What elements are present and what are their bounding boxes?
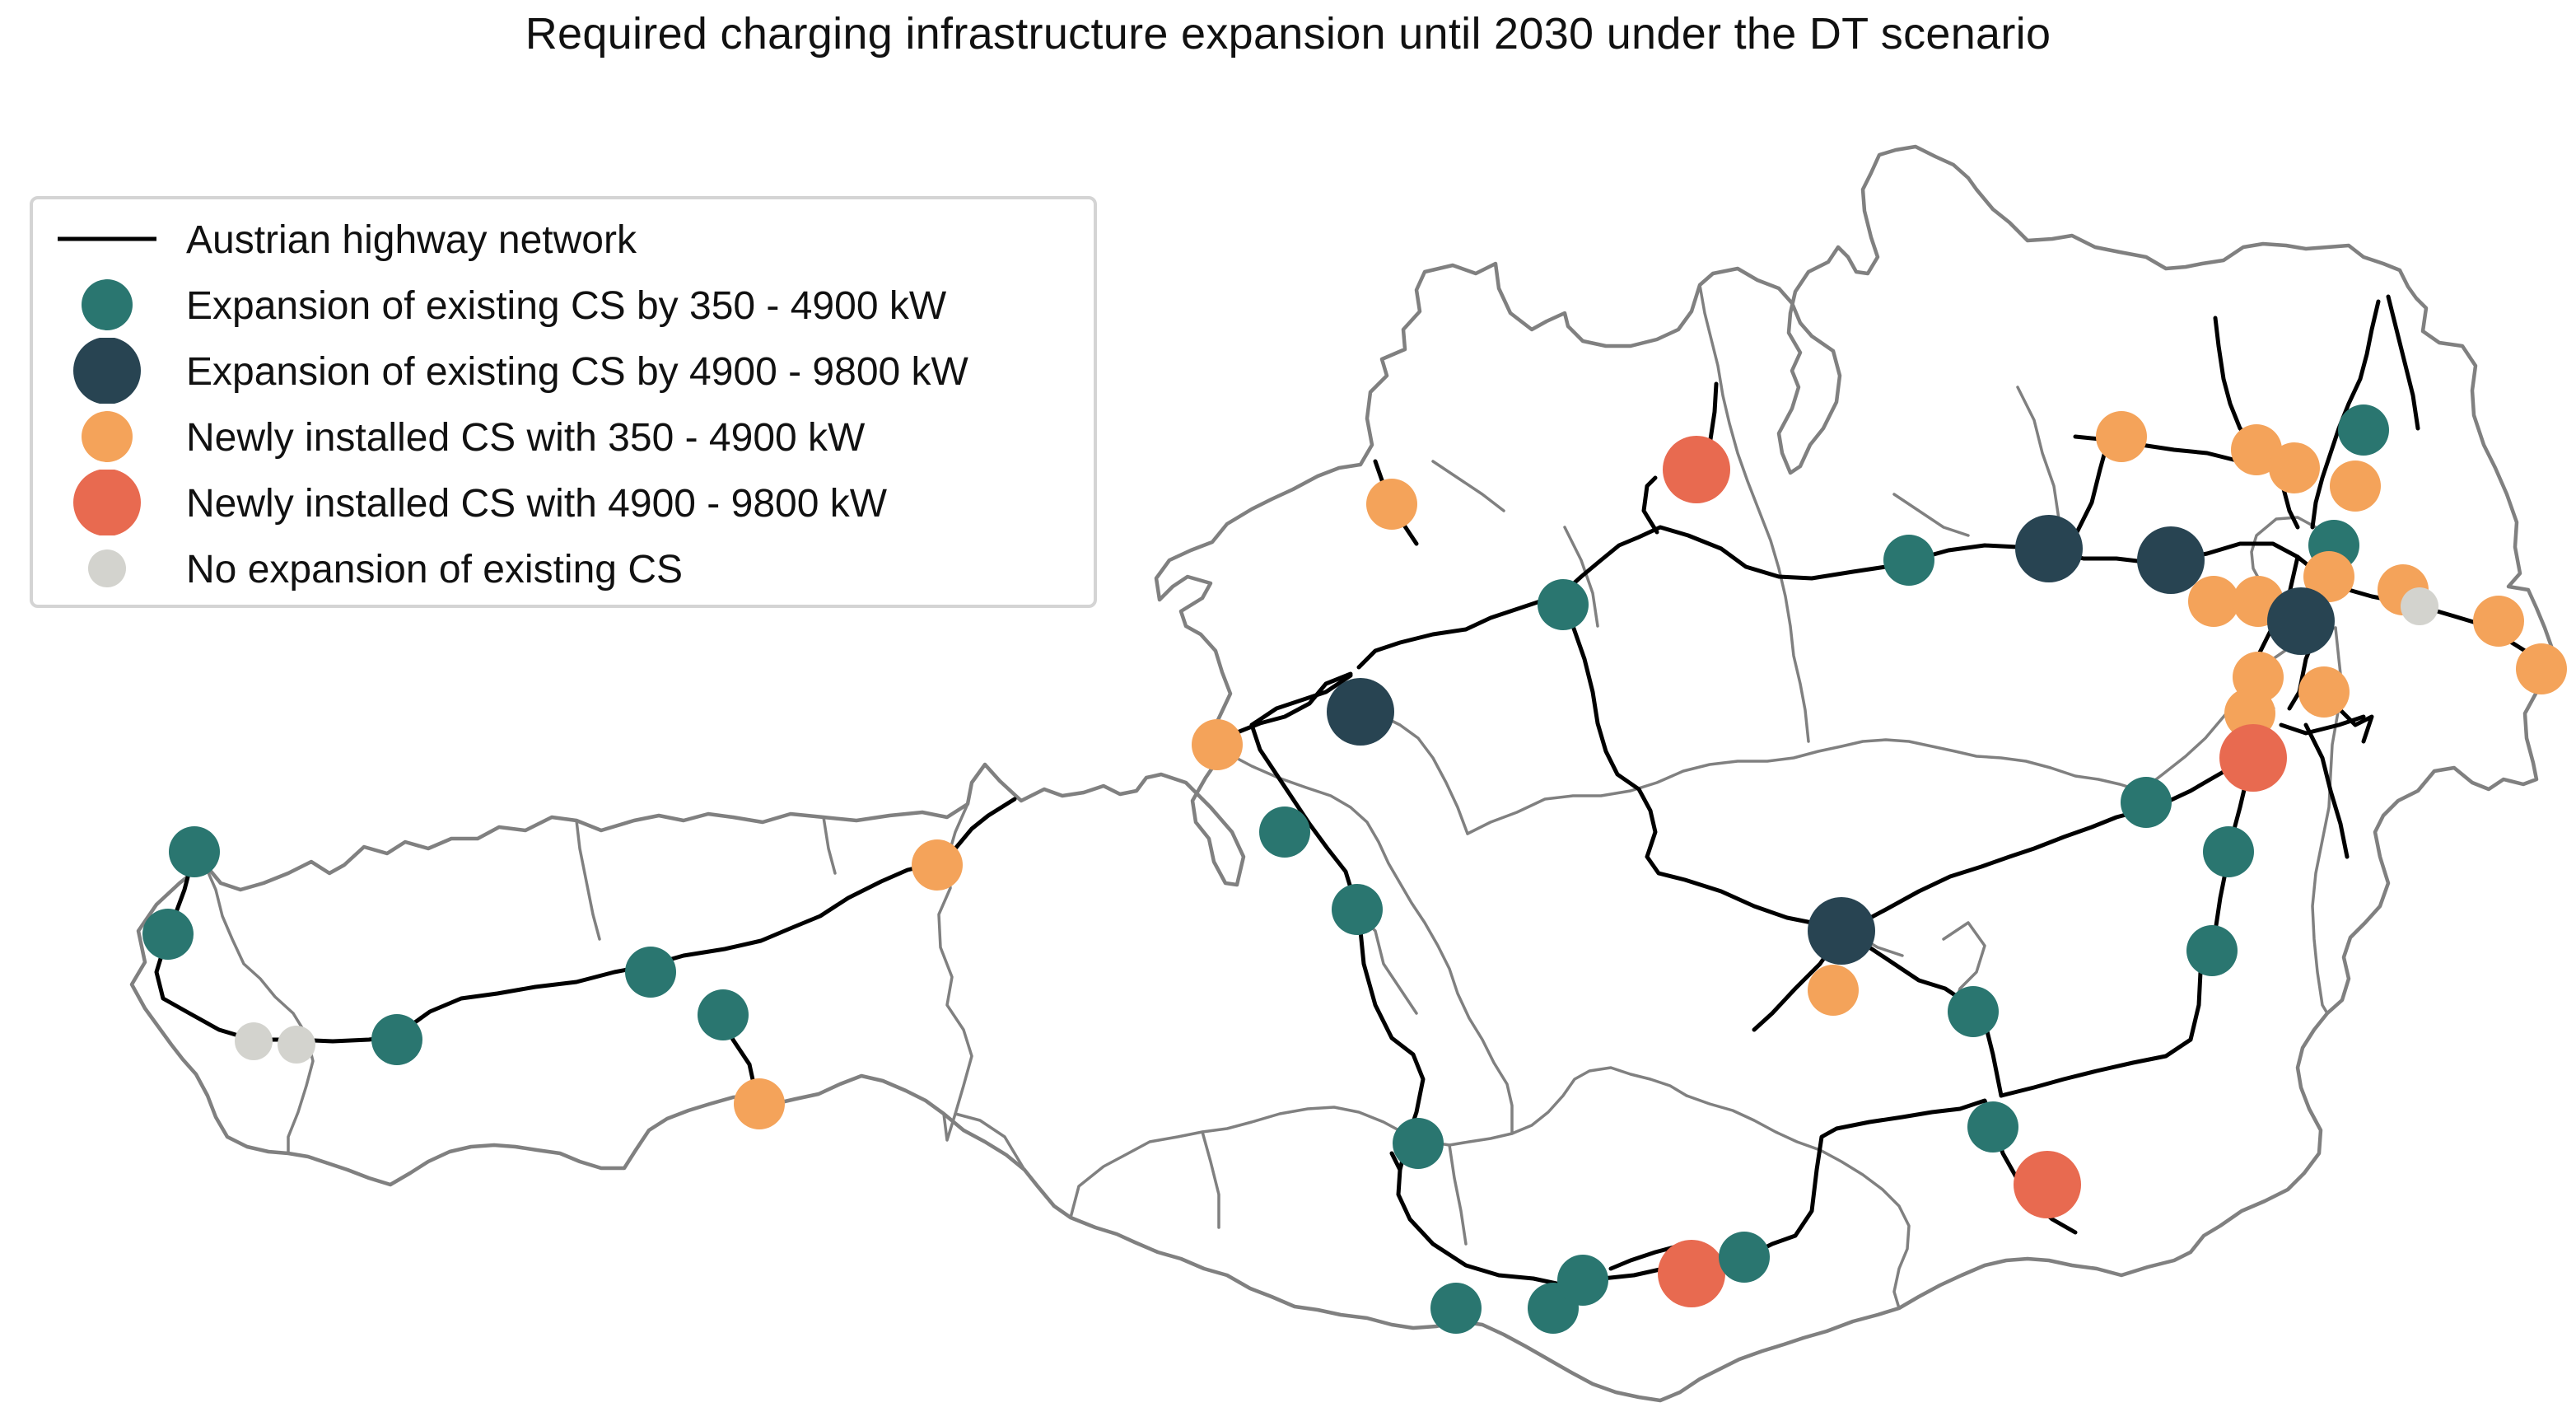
map-title: Required charging infrastructure expansi… bbox=[525, 9, 2051, 58]
station-expansion-small bbox=[1557, 1255, 1608, 1306]
station-new-small bbox=[1366, 479, 1417, 530]
station-new-small bbox=[2516, 643, 2567, 694]
station-expansion-small bbox=[1538, 579, 1589, 630]
station-expansion-small bbox=[1430, 1283, 1482, 1334]
station-expansion-small bbox=[698, 989, 749, 1040]
station-new-large bbox=[2219, 724, 2287, 792]
highway-segment bbox=[1841, 928, 2004, 1098]
legend: Austrian highway network Expansion of ex… bbox=[30, 196, 1097, 608]
state-border bbox=[954, 1112, 1026, 1171]
state-border bbox=[822, 816, 837, 875]
station-expansion-large bbox=[2267, 587, 2335, 655]
station-new-small bbox=[2231, 424, 2282, 475]
station-new-small bbox=[2269, 442, 2320, 493]
legend-item-expansion-large: Expansion of existing CS by 4900 - 9800 … bbox=[33, 338, 1094, 404]
charging-stations bbox=[142, 404, 2567, 1334]
highway-line-icon bbox=[58, 236, 156, 241]
state-border bbox=[2016, 386, 2060, 521]
state-border bbox=[1431, 460, 1505, 512]
station-expansion-small bbox=[1259, 807, 1310, 858]
state-border bbox=[1069, 1066, 1688, 1219]
station-new-small bbox=[2298, 666, 2350, 718]
station-expansion-small bbox=[142, 909, 194, 960]
highway-segment bbox=[1641, 475, 1659, 535]
dark-navy-circle-icon bbox=[73, 338, 141, 404]
station-expansion-small bbox=[1393, 1118, 1444, 1169]
highway-segment bbox=[154, 849, 938, 1044]
highway-segment bbox=[1608, 1243, 1682, 1271]
highway-segment bbox=[1841, 754, 2284, 933]
station-expansion-large bbox=[2137, 526, 2205, 594]
station-expansion-large bbox=[1327, 678, 1394, 746]
station-no-expansion bbox=[235, 1022, 273, 1060]
station-expansion-small bbox=[1948, 986, 1999, 1037]
highway-segment bbox=[2336, 706, 2374, 744]
station-new-small bbox=[2188, 576, 2239, 627]
station-expansion-small bbox=[371, 1014, 422, 1065]
legend-label-new-small: Newly installed CS with 350 - 4900 kW bbox=[186, 416, 866, 460]
legend-item-highway: Austrian highway network bbox=[33, 206, 1094, 272]
highway-segment bbox=[2386, 294, 2420, 431]
state-border bbox=[203, 862, 315, 1155]
station-no-expansion bbox=[278, 1026, 315, 1064]
state-border bbox=[1382, 715, 1469, 835]
state-border bbox=[1222, 750, 1514, 1135]
station-expansion-small bbox=[625, 947, 676, 998]
state-border bbox=[1892, 493, 1970, 537]
legend-item-no-expansion: No expansion of existing CS bbox=[33, 535, 1094, 601]
state-border bbox=[1201, 1130, 1220, 1229]
legend-item-new-large: Newly installed CS with 4900 - 9800 kW bbox=[33, 470, 1094, 535]
station-new-small bbox=[2473, 596, 2524, 647]
state-border bbox=[575, 819, 601, 941]
legend-label-new-large: Newly installed CS with 4900 - 9800 kW bbox=[186, 482, 888, 526]
legend-label-expansion-large: Expansion of existing CS by 4900 - 9800 … bbox=[186, 350, 968, 394]
station-expansion-small bbox=[2203, 826, 2254, 877]
station-expansion-small bbox=[2186, 925, 2238, 976]
station-expansion-small bbox=[1332, 884, 1383, 935]
station-new-small bbox=[734, 1078, 785, 1129]
orange-circle-icon bbox=[82, 411, 133, 462]
red-circle-icon bbox=[73, 470, 141, 535]
national-border bbox=[129, 144, 2555, 1403]
station-new-large bbox=[1658, 1240, 1725, 1307]
station-expansion-small bbox=[1883, 535, 1934, 586]
station-new-small bbox=[2330, 461, 2381, 512]
legend-label-expansion-small: Expansion of existing CS by 350 - 4900 k… bbox=[186, 284, 947, 328]
highway-segment bbox=[1561, 591, 1846, 933]
station-expansion-small bbox=[1719, 1232, 1770, 1283]
station-new-small bbox=[912, 839, 963, 891]
station-expansion-large bbox=[1808, 897, 1875, 965]
station-expansion-large bbox=[2015, 515, 2083, 582]
station-new-small bbox=[1808, 965, 1859, 1016]
legend-item-expansion-small: Expansion of existing CS by 350 - 4900 k… bbox=[33, 272, 1094, 338]
state-border bbox=[1698, 283, 1810, 743]
station-expansion-small bbox=[1967, 1101, 2018, 1152]
highway-segment bbox=[2213, 316, 2300, 530]
station-new-large bbox=[2014, 1151, 2081, 1218]
station-new-small bbox=[2096, 411, 2147, 462]
state-border bbox=[1685, 1094, 1911, 1310]
station-expansion-small bbox=[169, 826, 220, 877]
station-new-small bbox=[2303, 551, 2354, 602]
legend-label-no-expansion: No expansion of existing CS bbox=[186, 548, 683, 591]
gray-circle-icon bbox=[88, 549, 126, 587]
highway-segment bbox=[2279, 714, 2366, 736]
station-expansion-small bbox=[2121, 777, 2172, 828]
station-expansion-small bbox=[2338, 404, 2389, 456]
station-new-large bbox=[1663, 436, 1730, 503]
highway-segment bbox=[2303, 722, 2350, 859]
state-border bbox=[1448, 1143, 1468, 1246]
station-new-small bbox=[1192, 719, 1243, 770]
station-no-expansion bbox=[2401, 587, 2438, 625]
highway-segment bbox=[1249, 673, 1353, 727]
highway-segment bbox=[1389, 1151, 1402, 1172]
teal-circle-icon bbox=[82, 279, 133, 330]
legend-item-new-small: Newly installed CS with 350 - 4900 kW bbox=[33, 404, 1094, 470]
legend-label-highway: Austrian highway network bbox=[186, 218, 637, 262]
state-border bbox=[1563, 526, 1599, 628]
state-border bbox=[1466, 738, 2143, 835]
